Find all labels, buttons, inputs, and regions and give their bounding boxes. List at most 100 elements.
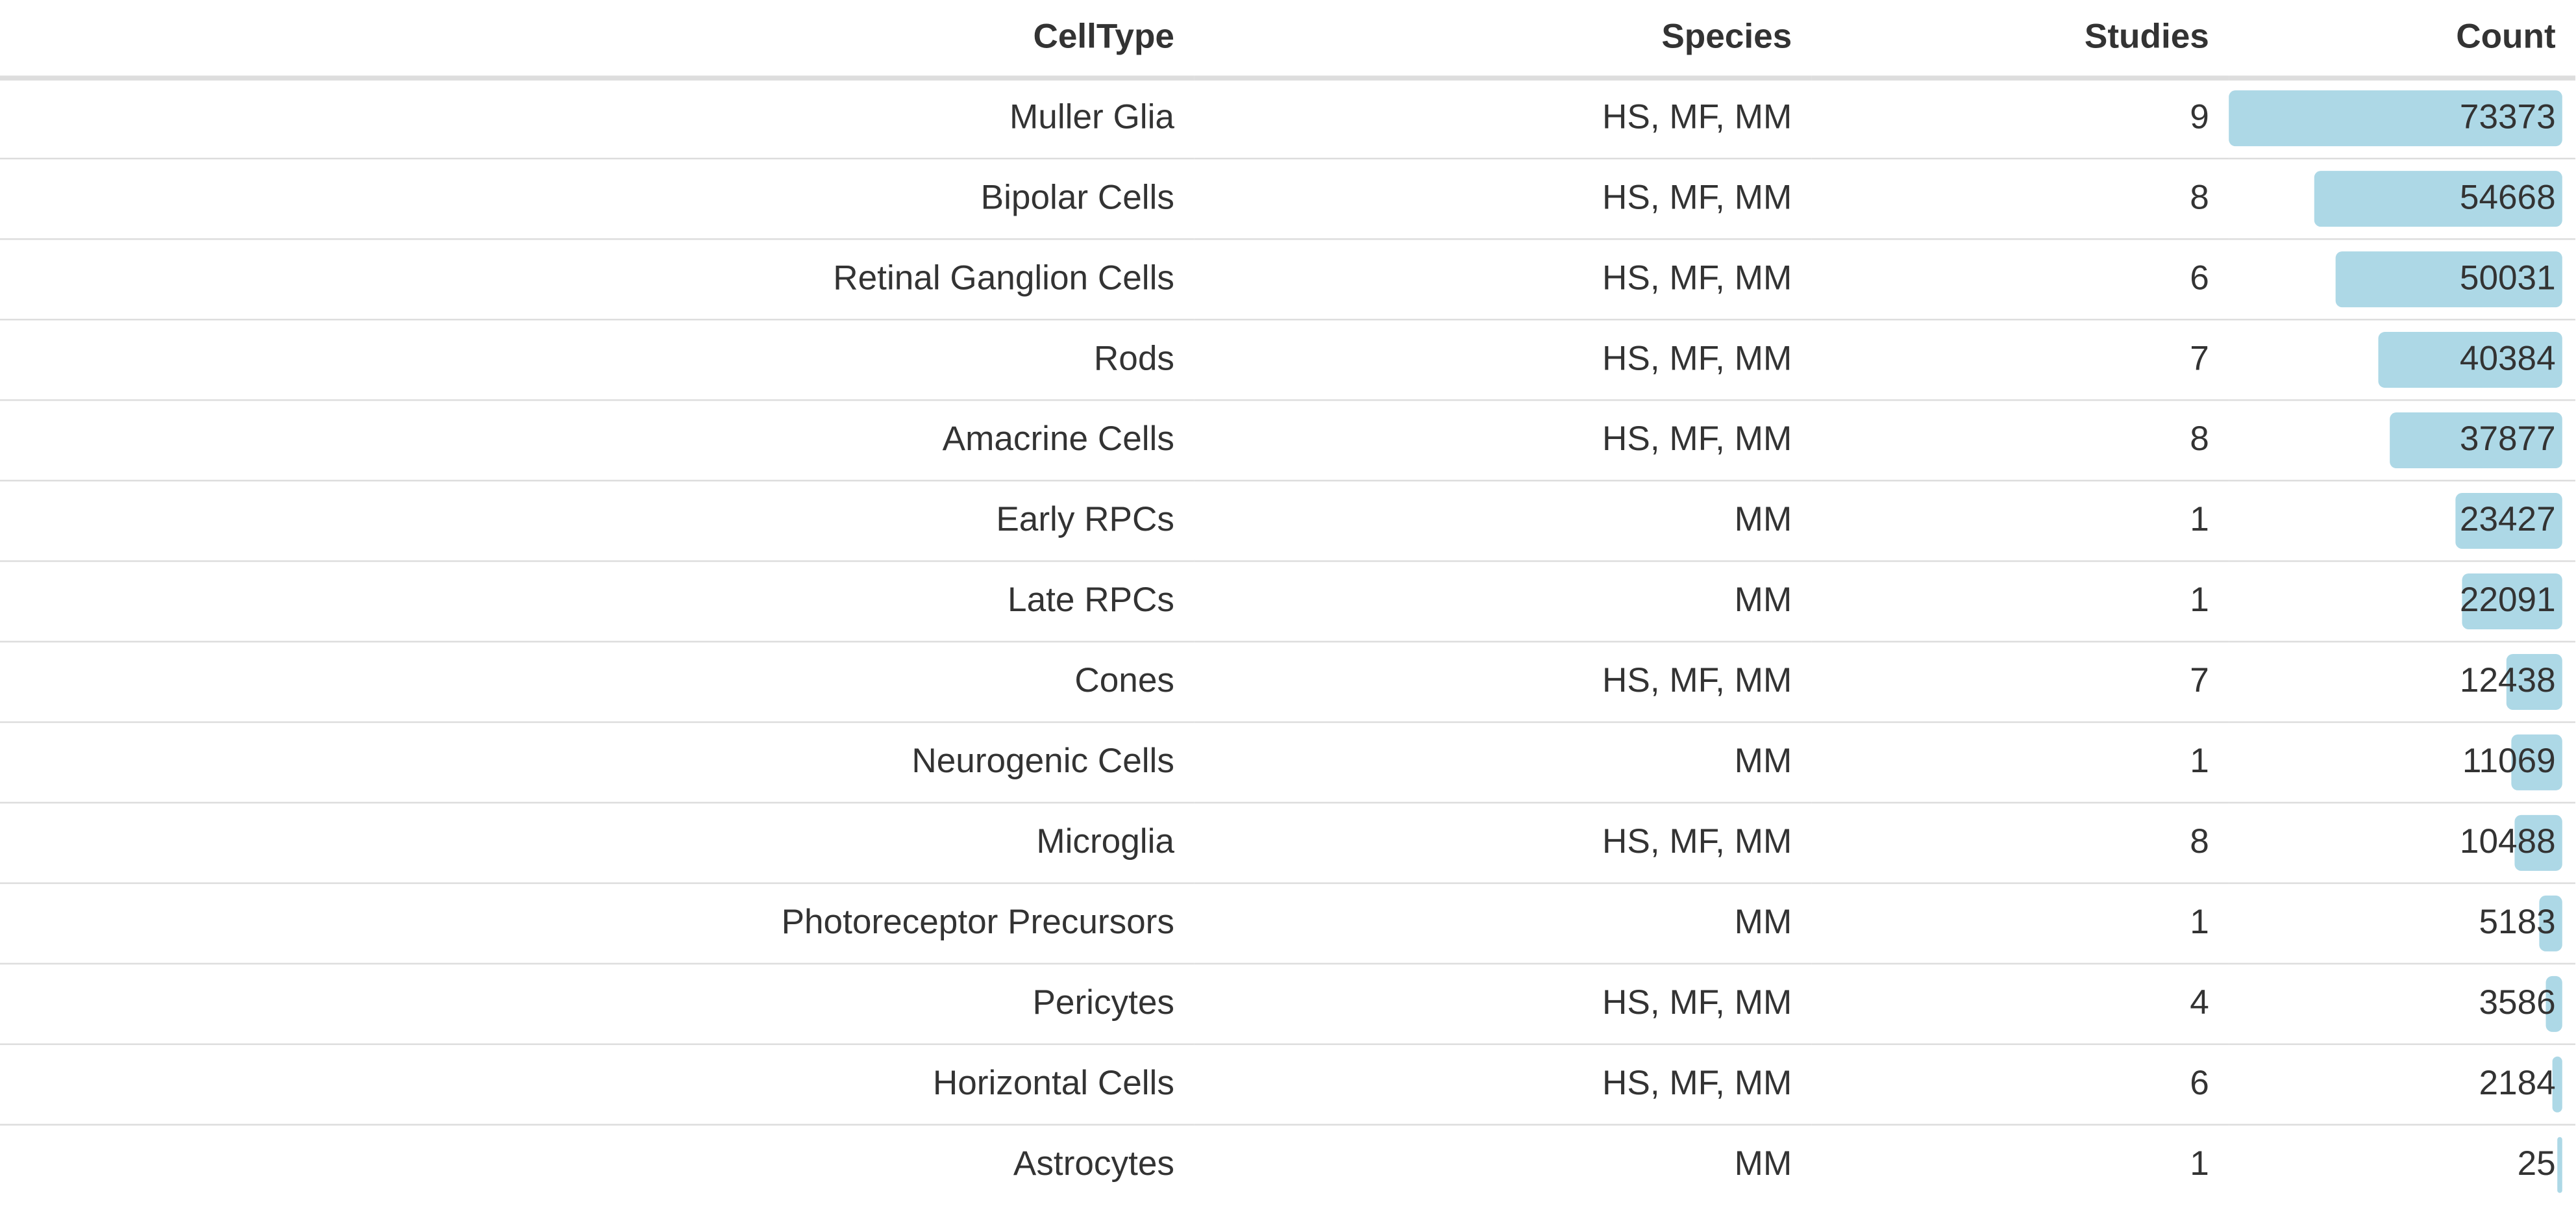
table-row: Early RPCs MM 1 23427 (0, 479, 2576, 560)
count-bar-track: 10488 (2229, 814, 2562, 870)
column-header-count[interactable]: Count (2229, 0, 2576, 80)
count-bar (2334, 250, 2562, 307)
celltype-cell: Horizontal Cells (0, 1042, 1195, 1124)
studies-cell: 1 (1811, 1123, 2229, 1205)
count-bar (2538, 894, 2562, 951)
count-value: 23427 (2459, 500, 2556, 538)
count-value: 37877 (2459, 420, 2556, 458)
studies-cell: 7 (1811, 640, 2229, 722)
count-bar (2379, 331, 2562, 387)
species-cell: HS, MF, MM (1194, 157, 1812, 238)
celltype-cell: Photoreceptor Precursors (0, 881, 1195, 963)
count-bar-track: 22091 (2229, 572, 2562, 629)
species-cell: HS, MF, MM (1194, 398, 1812, 480)
count-bar-track: 40384 (2229, 331, 2562, 387)
count-bar (2557, 1137, 2562, 1193)
species-cell: HS, MF, MM (1194, 1042, 1812, 1124)
count-bar-track: 2184 (2229, 1055, 2562, 1112)
studies-cell: 4 (1811, 962, 2229, 1044)
studies-cell: 7 (1811, 318, 2229, 399)
table-header: CellType Species Studies Count (0, 0, 2576, 80)
count-bar-track: 11069 (2229, 733, 2562, 790)
species-cell: HS, MF, MM (1194, 640, 1812, 722)
celltype-cell: Rods (0, 318, 1195, 399)
table-row: Amacrine Cells HS, MF, MM 8 37877 (0, 398, 2576, 480)
count-value: 2184 (2479, 1064, 2556, 1102)
count-value: 50031 (2459, 258, 2556, 297)
count-cell: 2184 (2229, 1042, 2576, 1124)
table-row: Photoreceptor Precursors MM 1 5183 (0, 881, 2576, 963)
count-bar (2552, 1055, 2562, 1112)
species-cell: HS, MF, MM (1194, 801, 1812, 883)
count-value: 10488 (2459, 822, 2556, 861)
count-cell: 3586 (2229, 962, 2576, 1044)
table-row: Horizontal Cells HS, MF, MM 6 2184 (0, 1042, 2576, 1124)
studies-cell: 1 (1811, 720, 2229, 802)
count-bar (2505, 653, 2562, 709)
table-row: Rods HS, MF, MM 7 40384 (0, 318, 2576, 399)
species-cell: MM (1194, 1123, 1812, 1205)
studies-cell: 9 (1811, 76, 2229, 158)
count-bar (2455, 492, 2562, 548)
species-cell: MM (1194, 720, 1812, 802)
species-cell: HS, MF, MM (1194, 76, 1812, 158)
count-value: 54668 (2459, 178, 2556, 216)
count-bar-track: 3586 (2229, 975, 2562, 1031)
celltype-cell: Cones (0, 640, 1195, 722)
species-cell: HS, MF, MM (1194, 318, 1812, 399)
studies-cell: 6 (1811, 237, 2229, 319)
table-row: Cones HS, MF, MM 7 12438 (0, 640, 2576, 722)
count-cell: 25 (2229, 1123, 2576, 1205)
celltype-cell: Astrocytes (0, 1123, 1195, 1205)
count-cell: 37877 (2229, 398, 2576, 480)
count-cell: 73373 (2229, 76, 2576, 158)
studies-cell: 1 (1811, 559, 2229, 641)
count-cell: 23427 (2229, 479, 2576, 560)
header-row: CellType Species Studies Count (0, 0, 2576, 80)
count-cell: 11069 (2229, 720, 2576, 802)
count-value: 73373 (2459, 98, 2556, 136)
studies-cell: 6 (1811, 1042, 2229, 1124)
studies-cell: 8 (1811, 398, 2229, 480)
species-cell: HS, MF, MM (1194, 237, 1812, 319)
studies-cell: 8 (1811, 157, 2229, 238)
celltype-cell: Muller Glia (0, 76, 1195, 158)
celltype-cell: Amacrine Cells (0, 398, 1195, 480)
column-header-studies[interactable]: Studies (1811, 0, 2229, 80)
count-cell: 22091 (2229, 559, 2576, 641)
count-bar-track: 73373 (2229, 90, 2562, 147)
count-bar (2462, 572, 2562, 629)
species-cell: MM (1194, 559, 1812, 641)
table-row: Bipolar Cells HS, MF, MM 8 54668 (0, 157, 2576, 238)
count-bar-track: 12438 (2229, 653, 2562, 709)
count-bar (2229, 90, 2562, 147)
celltype-cell: Bipolar Cells (0, 157, 1195, 238)
studies-cell: 1 (1811, 881, 2229, 963)
species-cell: MM (1194, 881, 1812, 963)
count-cell: 54668 (2229, 157, 2576, 238)
count-value: 11069 (2462, 742, 2556, 780)
table-body: Muller Glia HS, MF, MM 9 73373 Bipolar Cells… (0, 76, 2576, 1205)
celltype-cell: Late RPCs (0, 559, 1195, 641)
count-bar (2545, 975, 2562, 1031)
species-cell: HS, MF, MM (1194, 962, 1812, 1044)
count-bar-track: 50031 (2229, 250, 2562, 307)
table-row: Late RPCs MM 1 22091 (0, 559, 2576, 641)
count-value: 22091 (2459, 581, 2556, 619)
celltype-cell: Pericytes (0, 962, 1195, 1044)
count-bar-track: 23427 (2229, 492, 2562, 548)
count-cell: 10488 (2229, 801, 2576, 883)
count-cell: 12438 (2229, 640, 2576, 722)
column-header-species[interactable]: Species (1194, 0, 1812, 80)
table-row: Pericytes HS, MF, MM 4 3586 (0, 962, 2576, 1044)
count-bar-track: 5183 (2229, 894, 2562, 951)
column-header-celltype[interactable]: CellType (0, 0, 1195, 80)
count-value: 40384 (2459, 339, 2556, 377)
table-row: Astrocytes MM 1 25 (0, 1123, 2576, 1205)
count-value: 25 (2517, 1144, 2556, 1183)
table-row: Muller Glia HS, MF, MM 9 73373 (0, 76, 2576, 158)
count-bar-track: 25 (2229, 1137, 2562, 1193)
count-bar-track: 37877 (2229, 411, 2562, 468)
